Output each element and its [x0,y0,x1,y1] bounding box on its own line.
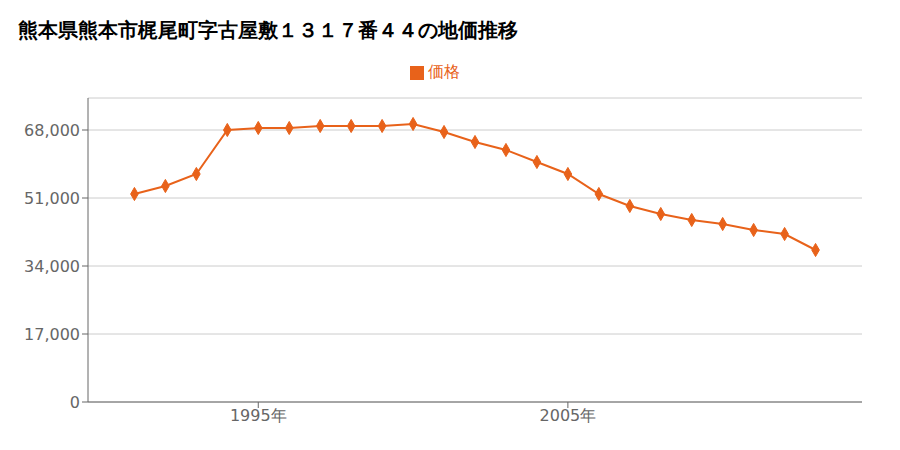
svg-text:68,000: 68,000 [24,121,80,140]
html-text:価格: 価格 [428,62,460,81]
svg-text:0: 0 [70,393,80,412]
svg-text:17,000: 17,000 [24,325,80,344]
svg-text:51,000: 51,000 [24,189,80,208]
svg-text:34,000: 34,000 [24,257,80,276]
html-text:熊本県熊本市梶尾町字古屋敷１３１７番４４の地価推移: 熊本県熊本市梶尾町字古屋敷１３１７番４４の地価推移 [18,18,518,42]
svg-text:2005年: 2005年 [540,406,597,425]
svg-text:1995年: 1995年 [230,406,287,425]
